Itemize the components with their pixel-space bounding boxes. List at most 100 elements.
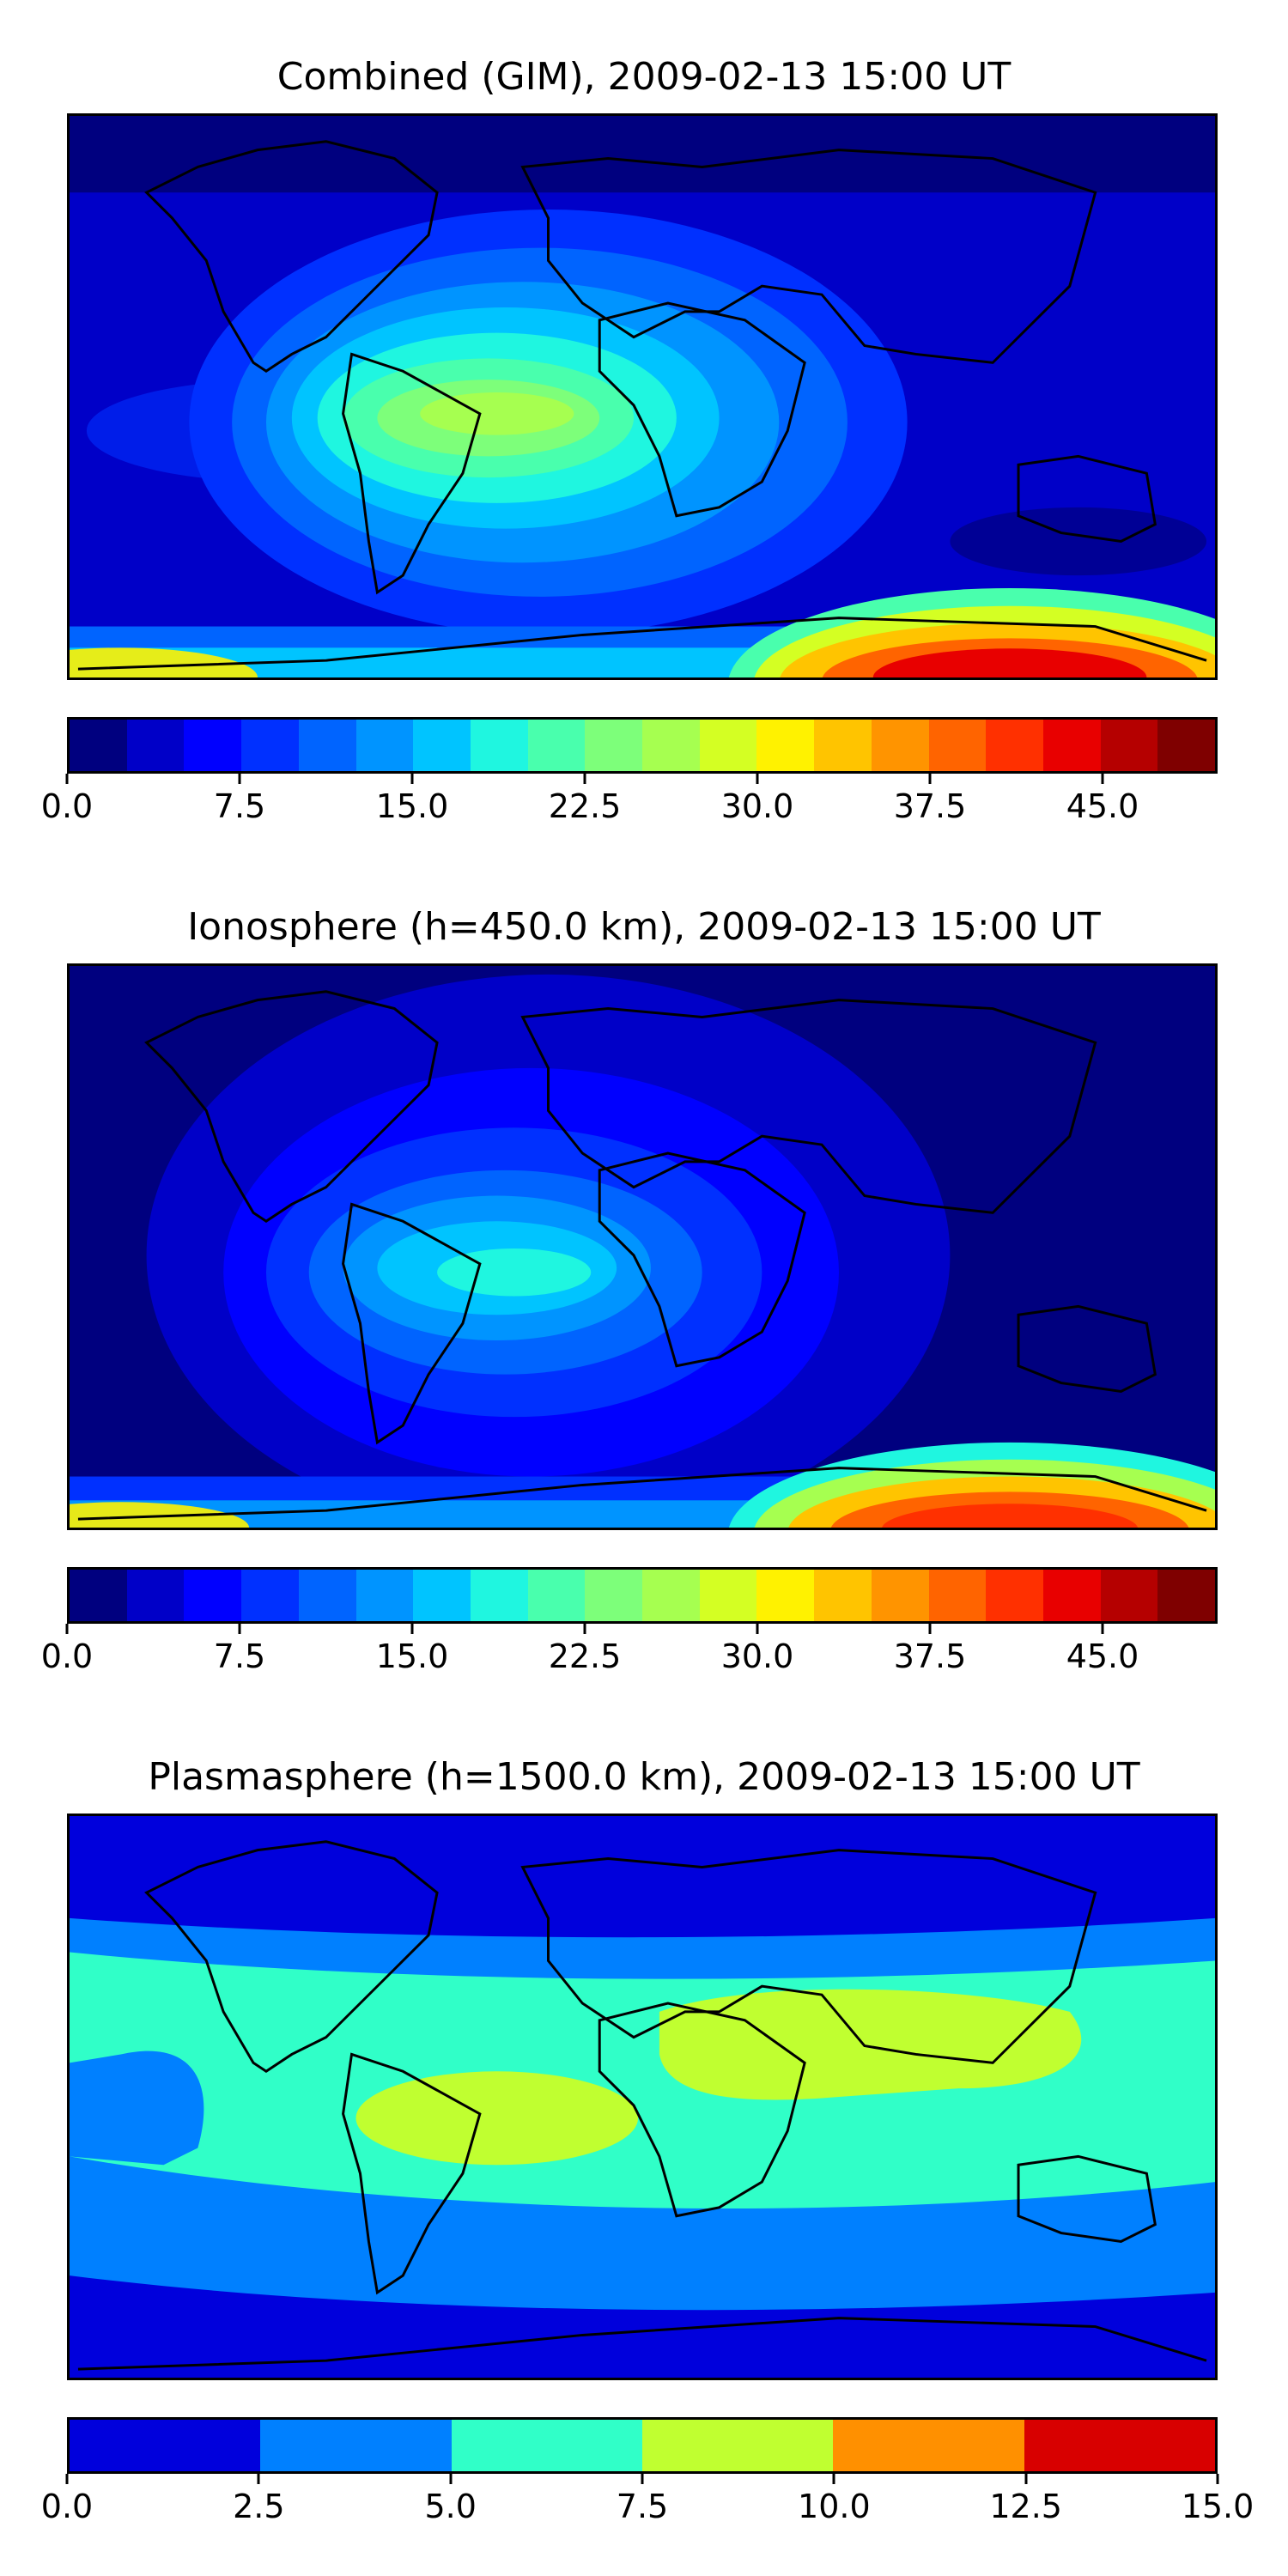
colorbar-tick-label: 15.0: [1181, 2488, 1255, 2525]
colorbar-tick-mark: [65, 1624, 69, 1634]
colorbar-tick-label: 0.0: [40, 787, 94, 825]
colorbar-segment: [470, 1570, 528, 1621]
colorbar-segment: [928, 720, 987, 771]
colorbar-tick-mark: [1101, 774, 1104, 784]
colorbar-tick-mark: [928, 774, 932, 784]
colorbar-segment: [70, 1570, 127, 1621]
colorbar-tick-label: 45.0: [1066, 1637, 1139, 1675]
colorbar-segment: [70, 720, 127, 771]
colorbar-tick-label: 7.5: [213, 1637, 266, 1675]
colorbar-segment: [814, 720, 872, 771]
colorbar-segment: [871, 1570, 929, 1621]
colorbar-segment: [413, 1570, 471, 1621]
colorbar-segment: [986, 1570, 1043, 1621]
colorbar-segment: [527, 720, 586, 771]
colorbar-tick-mark: [238, 774, 241, 784]
colorbar: [67, 717, 1218, 774]
colorbar-segment: [1024, 2420, 1215, 2471]
colorbar-tick-mark: [583, 774, 586, 784]
colorbar-tick-label: 7.5: [616, 2488, 669, 2525]
colorbar-segment: [814, 1570, 872, 1621]
colorbar-segment: [1157, 1570, 1215, 1621]
colorbar-tick-label: 22.5: [548, 787, 622, 825]
colorbar-segment: [641, 2420, 834, 2471]
colorbar-segment: [928, 1570, 987, 1621]
colorbar-segment: [413, 720, 471, 771]
colorbar-tick-mark: [65, 774, 69, 784]
colorbar-tick-label: 15.0: [375, 1637, 449, 1675]
colorbar-tick-mark: [832, 2474, 835, 2484]
colorbar-segment: [1042, 720, 1101, 771]
colorbar-tick-mark: [449, 2474, 453, 2484]
colorbar-segment: [1100, 720, 1158, 771]
colorbar-tick-mark: [756, 1624, 759, 1634]
coastlines: [77, 990, 1207, 1521]
colorbar-tick-mark: [65, 2474, 69, 2484]
colorbar-tick-label: 0.0: [40, 2488, 94, 2525]
colorbar-tick-label: 2.5: [233, 2488, 285, 2525]
colorbar-tick-mark: [1216, 2474, 1219, 2484]
colorbar-segment: [642, 720, 700, 771]
colorbar-segment: [355, 720, 414, 771]
colorbar-segment: [298, 720, 356, 771]
colorbar-segment: [585, 1570, 643, 1621]
colorbar-segment: [1100, 1570, 1158, 1621]
colorbar-tick-label: 30.0: [720, 1637, 794, 1675]
colorbar-tick-mark: [410, 1624, 414, 1634]
colorbar-tick-mark: [238, 1624, 241, 1634]
colorbar-segment: [699, 720, 757, 771]
colorbar-segment: [1157, 720, 1215, 771]
coastlines: [77, 1840, 1207, 2371]
combined-map: [67, 113, 1218, 680]
colorbar-tick-label: 5.0: [424, 2488, 477, 2525]
panel-title: Combined (GIM), 2009-02-13 15:00 UT: [276, 55, 1012, 99]
colorbar-segment: [756, 720, 815, 771]
colorbar-tick-label: 45.0: [1066, 787, 1139, 825]
colorbar-tick-label: 12.5: [989, 2488, 1062, 2525]
map-field: [70, 966, 1215, 1528]
colorbar-segment: [585, 720, 643, 771]
panel-title: Ionosphere (h=450.0 km), 2009-02-13 15:0…: [187, 905, 1101, 949]
colorbar-tick-mark: [583, 1624, 586, 1634]
colorbar-tick-label: 0.0: [40, 1637, 94, 1675]
colorbar-tick-label: 37.5: [893, 1637, 967, 1675]
colorbar-segment: [642, 1570, 700, 1621]
colorbar-tick-mark: [257, 2474, 260, 2484]
map-field: [70, 116, 1215, 677]
colorbar-segment: [833, 2420, 1024, 2471]
colorbar-segment: [184, 720, 242, 771]
colorbar-segment: [451, 2420, 642, 2471]
colorbar-tick-label: 10.0: [798, 2488, 871, 2525]
colorbar: [67, 2417, 1218, 2474]
colorbar-segment: [355, 1570, 414, 1621]
colorbar-tick-label: 22.5: [548, 1637, 622, 1675]
colorbar-segment: [126, 1570, 185, 1621]
colorbar-segment: [126, 720, 185, 771]
panel-title: Plasmasphere (h=1500.0 km), 2009-02-13 1…: [148, 1755, 1140, 1799]
colorbar-tick-mark: [756, 774, 759, 784]
plasmasphere-map: [67, 1814, 1218, 2380]
colorbar-segment: [241, 1570, 299, 1621]
colorbar-tick-mark: [410, 774, 414, 784]
colorbar-segment: [699, 1570, 757, 1621]
colorbar: [67, 1567, 1218, 1624]
colorbar-segment: [986, 720, 1043, 771]
colorbar-tick-label: 30.0: [720, 787, 794, 825]
colorbar-segment: [241, 720, 299, 771]
colorbar-segment: [470, 720, 528, 771]
map-field: [70, 1816, 1215, 2378]
colorbar-segment: [527, 1570, 586, 1621]
colorbar-tick-label: 15.0: [375, 787, 449, 825]
colorbar-segment: [1042, 1570, 1101, 1621]
colorbar-segment: [756, 1570, 815, 1621]
colorbar-tick-label: 37.5: [893, 787, 967, 825]
colorbar-tick-mark: [1101, 1624, 1104, 1634]
colorbar-tick-mark: [641, 2474, 644, 2484]
colorbar-tick-label: 7.5: [213, 787, 266, 825]
colorbar-segment: [298, 1570, 356, 1621]
colorbar-tick-mark: [1024, 2474, 1028, 2484]
ionosphere-map: [67, 963, 1218, 1530]
colorbar-segment: [260, 2420, 452, 2471]
colorbar-segment: [184, 1570, 242, 1621]
colorbar-segment: [70, 2420, 261, 2471]
